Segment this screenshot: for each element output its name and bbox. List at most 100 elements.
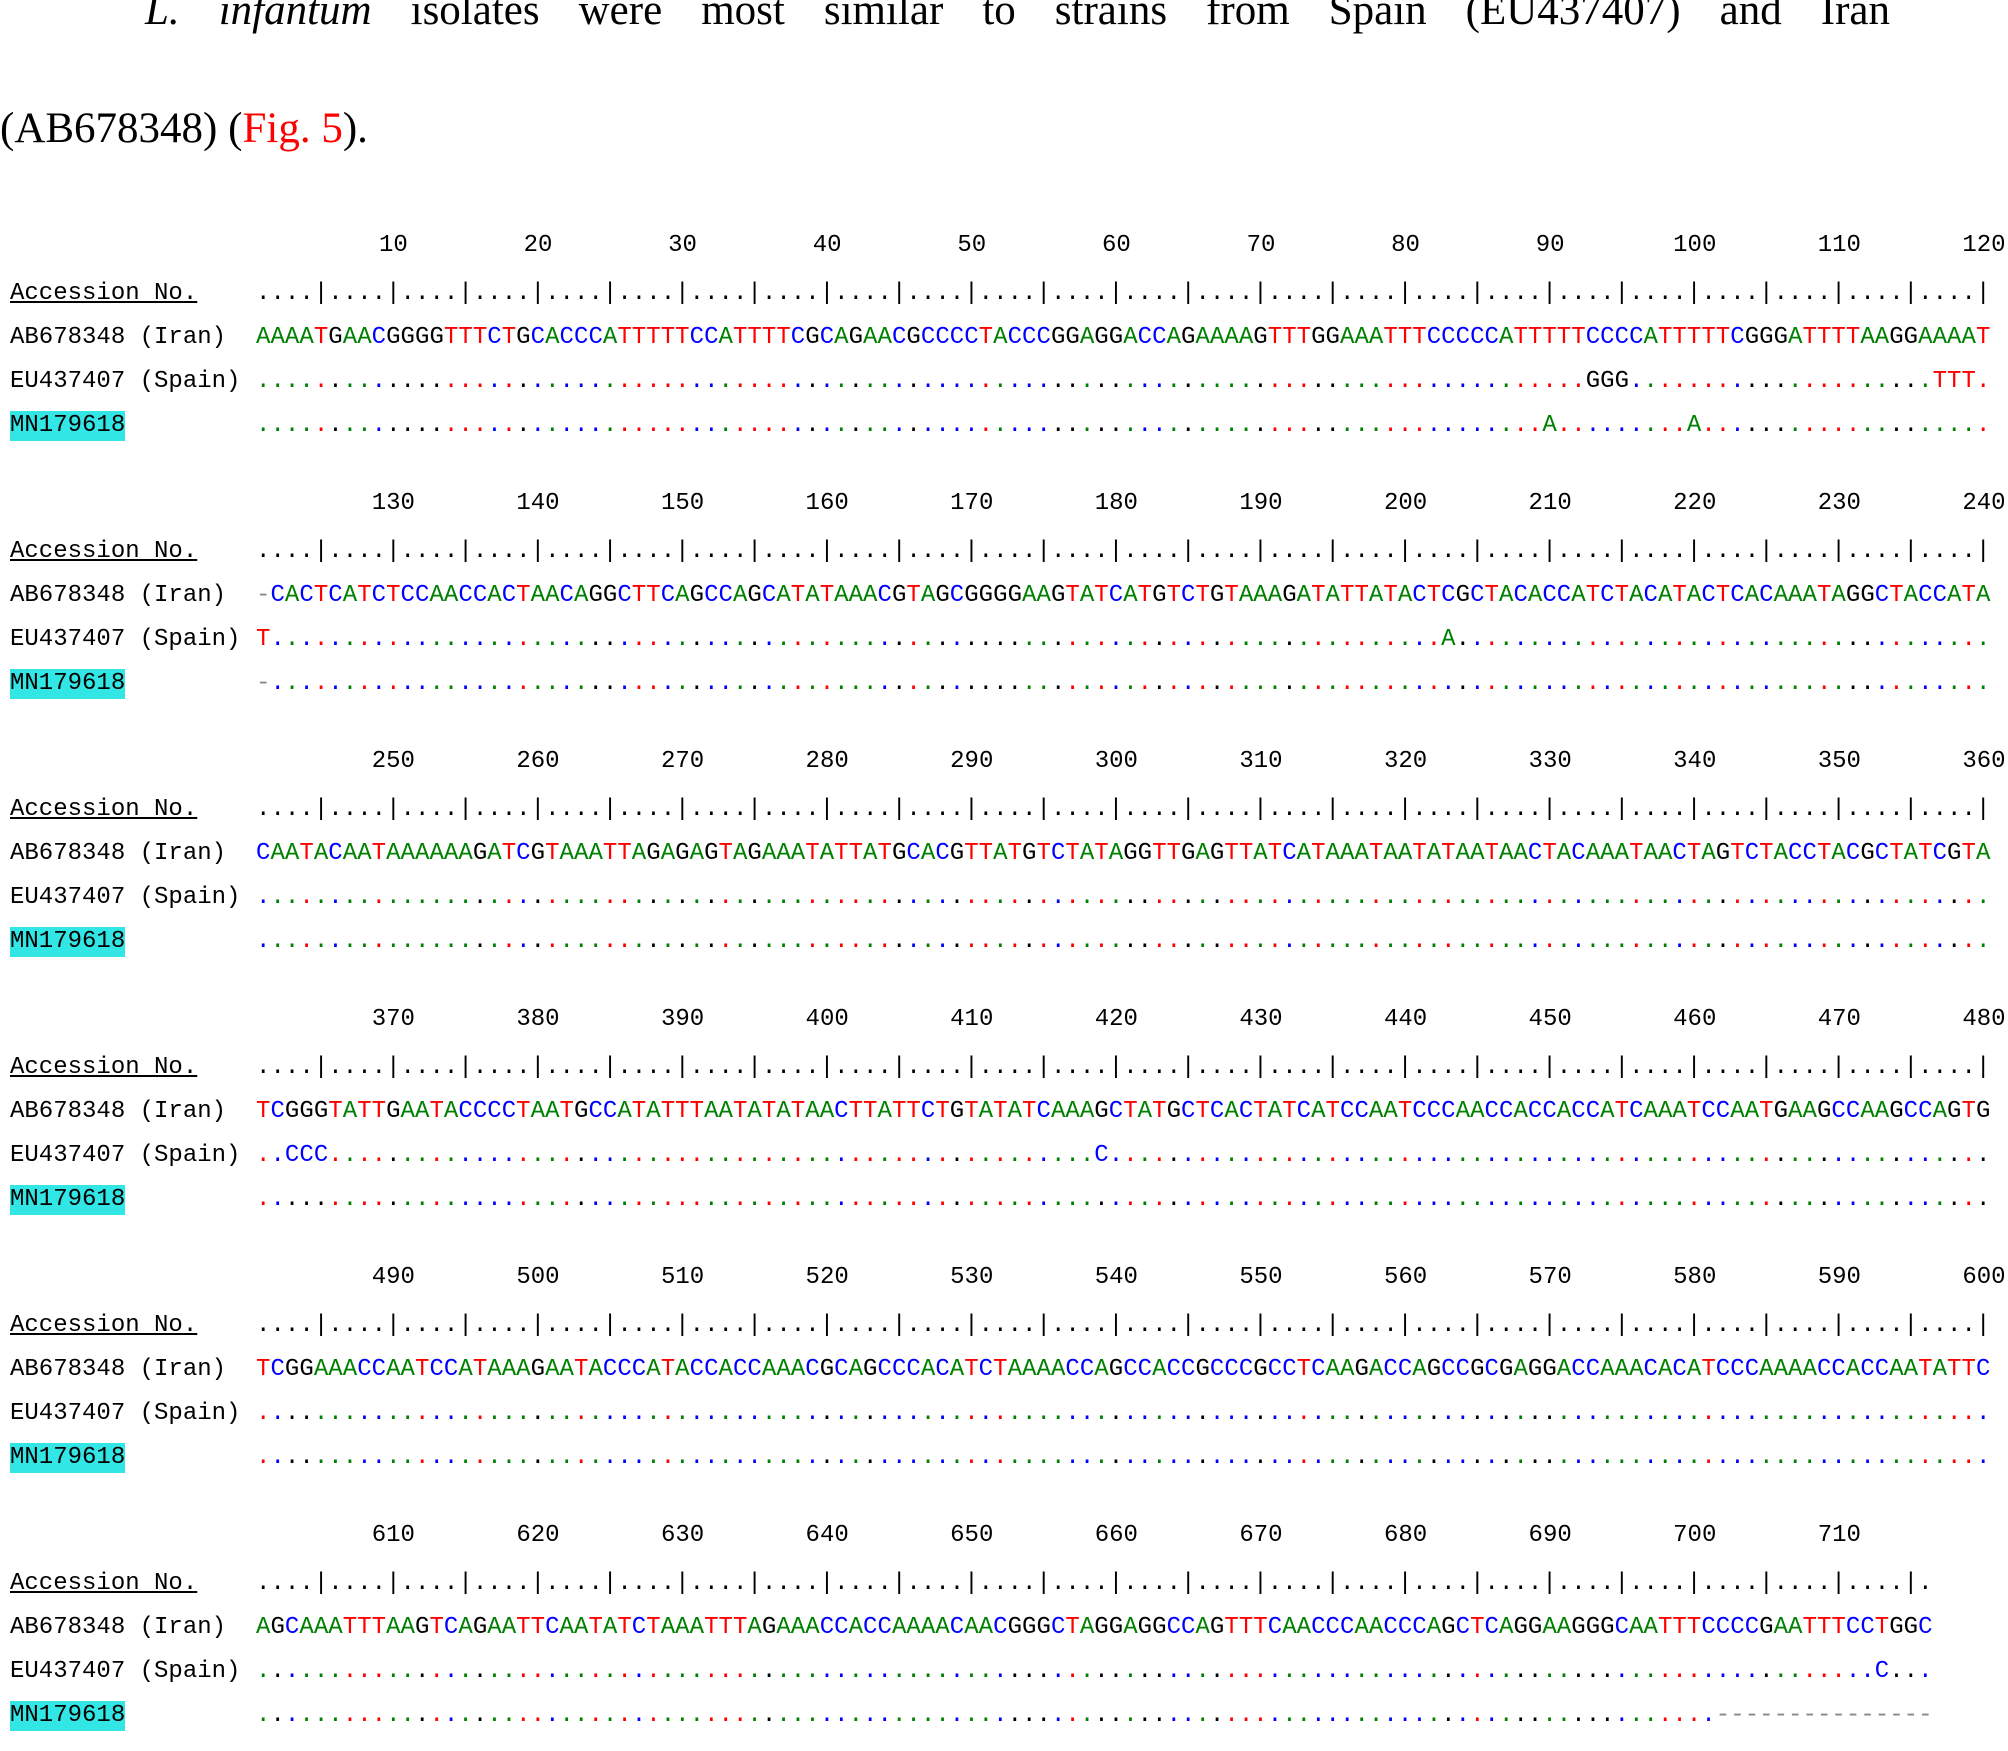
base: . — [1383, 1186, 1398, 1213]
ruler-char: . — [920, 538, 936, 565]
base: A — [458, 1356, 473, 1383]
base: . — [1325, 884, 1340, 911]
base: . — [1860, 1142, 1875, 1169]
base: . — [472, 1702, 488, 1729]
ruler-char: | — [1831, 1570, 1846, 1597]
position-label: 90 — [1535, 232, 1565, 259]
base: T — [790, 582, 806, 609]
base: . — [256, 1658, 271, 1685]
ruler-char: . — [1340, 1054, 1355, 1081]
ruler-char: . — [863, 280, 878, 307]
ruler-char: . — [1845, 1570, 1861, 1597]
base: . — [1585, 928, 1601, 955]
base: . — [1730, 626, 1745, 653]
ruler-char: . — [1672, 796, 1687, 823]
base: . — [573, 368, 589, 395]
base: . — [1759, 368, 1774, 395]
base: . — [501, 928, 517, 955]
base: . — [458, 1186, 473, 1213]
base: . — [357, 1400, 372, 1427]
base: . — [1470, 368, 1485, 395]
ruler-char: | — [530, 538, 546, 565]
base: . — [1470, 928, 1485, 955]
position-label: 180 — [1094, 490, 1138, 517]
ruler-char: . — [949, 796, 965, 823]
base: . — [1903, 670, 1919, 697]
ruler-char: . — [1455, 1054, 1471, 1081]
base: A — [993, 324, 1008, 351]
base: . — [1036, 1186, 1051, 1213]
base: A — [1296, 582, 1312, 609]
base: . — [877, 670, 892, 697]
base: C — [1137, 1356, 1153, 1383]
base: . — [1614, 1702, 1630, 1729]
base: T — [1325, 1098, 1340, 1125]
base: A — [1874, 324, 1890, 351]
base: . — [1253, 368, 1268, 395]
base: A — [386, 840, 401, 867]
base: . — [935, 884, 950, 911]
position-label: 260 — [516, 748, 560, 775]
ruler-char: . — [718, 1570, 733, 1597]
base: . — [472, 928, 488, 955]
ruler-char: . — [1672, 538, 1687, 565]
base: . — [1470, 1658, 1485, 1685]
base: C — [1209, 1098, 1225, 1125]
ruler-char: | — [1325, 796, 1340, 823]
ruler-char: . — [1022, 796, 1037, 823]
base: C — [805, 1356, 820, 1383]
base: T — [732, 1098, 748, 1125]
ruler-char: . — [1238, 796, 1254, 823]
base: G — [1527, 1356, 1543, 1383]
base: . — [1267, 626, 1283, 653]
base: A — [1368, 324, 1384, 351]
base: . — [1368, 368, 1384, 395]
base: C — [1311, 1356, 1326, 1383]
position-label: 170 — [950, 490, 994, 517]
base: . — [1715, 884, 1731, 911]
base: A — [732, 582, 748, 609]
base: . — [545, 626, 560, 653]
base: . — [761, 1142, 777, 1169]
base: A — [1325, 840, 1340, 867]
ruler-char: . — [328, 1312, 343, 1339]
base: . — [1354, 368, 1369, 395]
base: C — [1325, 1614, 1340, 1641]
base: . — [1484, 884, 1499, 911]
base: . — [1325, 626, 1340, 653]
base: . — [1181, 368, 1196, 395]
base: . — [1166, 670, 1181, 697]
ruler-char: . — [1860, 796, 1875, 823]
base: . — [545, 368, 560, 395]
base: . — [1383, 1658, 1398, 1685]
base: . — [1123, 1702, 1138, 1729]
base: . — [834, 1444, 849, 1471]
base: A — [357, 840, 372, 867]
base: . — [1874, 670, 1890, 697]
base: . — [877, 1444, 892, 1471]
base: . — [790, 412, 806, 439]
base: . — [1860, 368, 1875, 395]
ruler-char: . — [559, 280, 574, 307]
base: A — [1470, 1098, 1485, 1125]
base: . — [1455, 1186, 1471, 1213]
base: A — [1296, 840, 1312, 867]
base: - — [1730, 1702, 1745, 1729]
base: . — [1253, 1400, 1268, 1427]
base: . — [1079, 368, 1095, 395]
base: T — [1686, 324, 1702, 351]
base: C — [1484, 1614, 1499, 1641]
position-label: 590 — [1817, 1264, 1861, 1291]
base: G — [1947, 840, 1962, 867]
base: . — [545, 1400, 560, 1427]
base: . — [1542, 670, 1557, 697]
figure-link[interactable]: Fig. 5 — [242, 105, 343, 152]
base: A — [1007, 1356, 1022, 1383]
base: . — [1094, 1400, 1109, 1427]
base: . — [487, 368, 502, 395]
ruler-char: . — [1354, 280, 1369, 307]
ruler-char: . — [704, 1312, 719, 1339]
ruler-char: . — [646, 1312, 661, 1339]
base: . — [1759, 1186, 1774, 1213]
ruler-char: | — [1253, 1054, 1268, 1081]
